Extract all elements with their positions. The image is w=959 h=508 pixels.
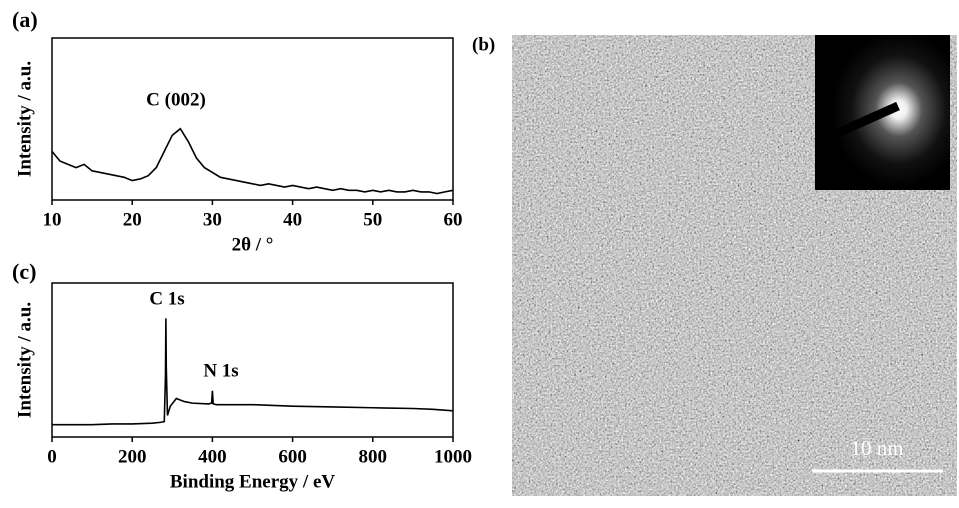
annotation: C (002) [146,89,206,110]
data-line [51,127,454,195]
x-tick-label: 200 [118,446,147,467]
panel-label: (b) [472,34,495,55]
panel-label: (c) [12,259,36,284]
x-tick-label: 40 [283,209,302,230]
x-axis-label: Binding Energy / eV [170,471,335,492]
beam-stopper [820,101,900,145]
scale-bar-label: 10 nm [850,436,903,460]
x-tick-label: 1000 [434,446,472,467]
x-tick-label: 0 [47,446,57,467]
y-axis-label: Intensity / a.u. [14,302,35,418]
x-tick-label: 60 [444,209,463,230]
panel-label: (a) [12,7,38,32]
x-tick-label: 600 [278,446,307,467]
x-axis-label: 2θ / ° [232,234,274,255]
x-tick-label: 400 [198,446,227,467]
x-tick-label: 800 [359,446,388,467]
plot-frame [51,282,454,438]
annotation: C 1s [149,288,184,309]
x-tick-label: 20 [123,209,142,230]
x-tick-label: 10 [43,209,62,230]
x-tick-label: 30 [203,209,222,230]
data-line [52,318,454,426]
y-axis-label: Intensity / a.u. [14,61,35,177]
annotation: N 1s [203,360,238,381]
x-tick-label: 50 [363,209,382,230]
plot-frame [51,37,454,201]
